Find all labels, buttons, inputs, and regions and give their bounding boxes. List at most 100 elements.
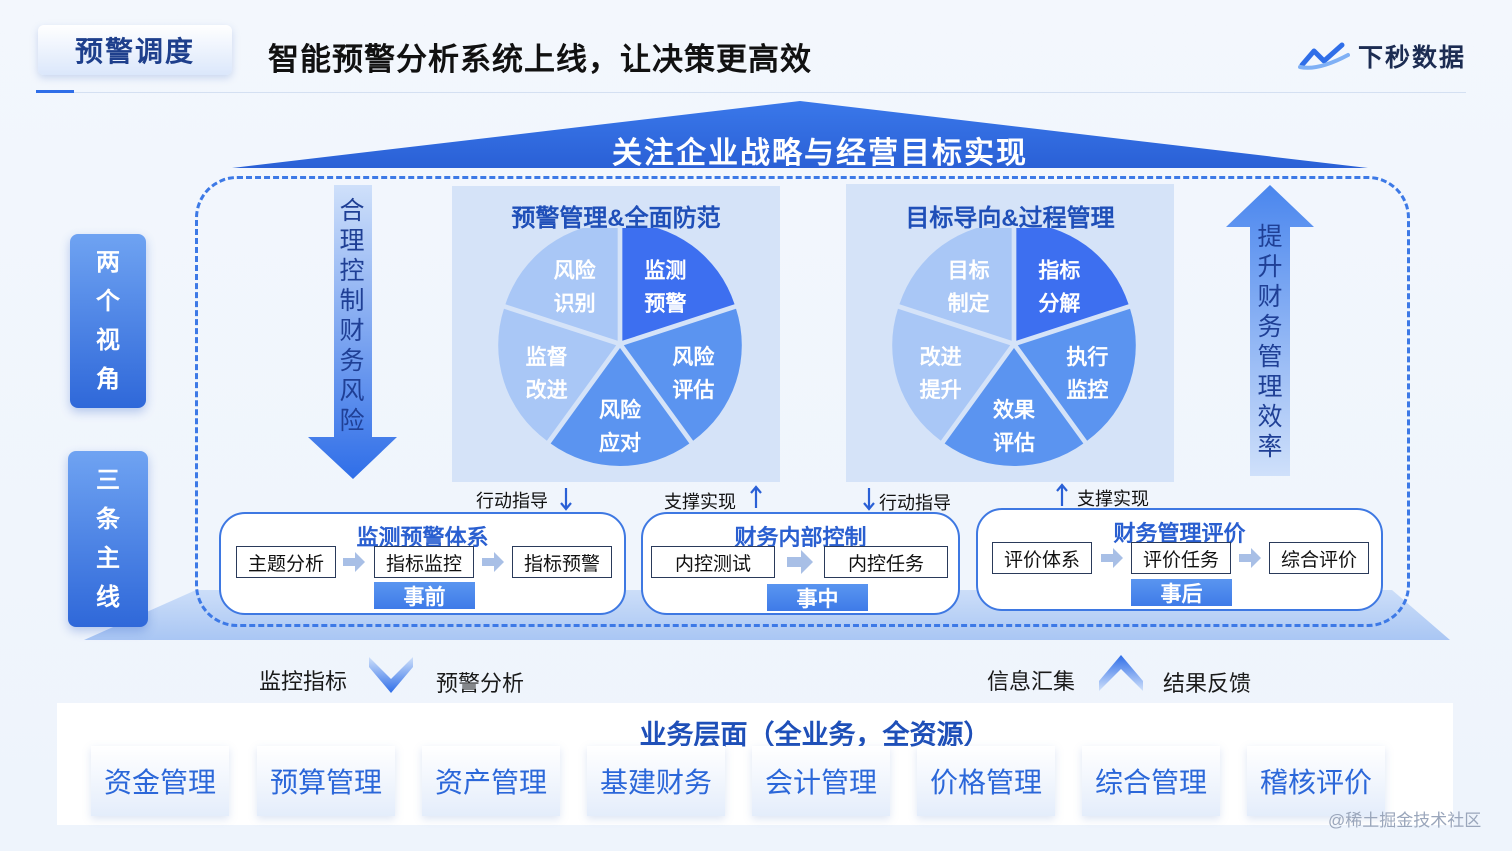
watermark: @稀土掘金技术社区	[1328, 811, 1482, 830]
business-item: 价格管理	[917, 746, 1055, 816]
connector-label: 支撑实现	[1077, 489, 1149, 509]
goal-cycle-slice	[944, 348, 1084, 466]
right-arrow-char: 效	[1257, 403, 1283, 431]
business-item: 综合管理	[1082, 746, 1220, 816]
step-chip: 内控任务	[824, 546, 948, 578]
step-chip: 评价体系	[992, 542, 1092, 574]
left-arrow-char: 理	[339, 227, 365, 255]
risk-cycle-slice-label: 风险识别	[554, 259, 597, 316]
risk-cycle-slice	[505, 228, 618, 341]
business-item: 会计管理	[752, 746, 890, 816]
three-lines-char: 三	[96, 467, 120, 494]
goal-cycle-slice	[1017, 308, 1136, 441]
step-chip: 主题分析	[236, 546, 336, 578]
right-arrow-char: 财	[1257, 283, 1283, 311]
step-chip: 指标预警	[512, 546, 612, 578]
chevron-right-icon	[1101, 548, 1123, 568]
brand-mark-icon	[1298, 42, 1350, 70]
risk-cycle-slice-label: 监督改进	[526, 345, 568, 402]
right-arrow-char: 率	[1257, 433, 1283, 461]
two-views-label: 两 个 视 角	[70, 234, 146, 408]
right-arrow-char: 提	[1257, 223, 1283, 251]
page-title: 智能预警分析系统上线，让决策更高效	[268, 42, 812, 77]
business-item: 预算管理	[257, 746, 395, 816]
two-views-char: 个	[96, 288, 120, 315]
risk-cycle-slice	[623, 308, 742, 441]
left-arrow-char: 务	[339, 347, 365, 375]
risk-cycle-slice-label: 风险评估	[672, 345, 715, 402]
arrow-down-icon	[560, 488, 572, 511]
three-lines-char: 条	[96, 506, 120, 533]
connector-label: 行动指导	[879, 493, 951, 513]
three-lines-char: 线	[96, 584, 120, 611]
left-arrow-text: 合 理 控 制 财 务 风 险	[330, 196, 374, 436]
right-arrow-char: 管	[1257, 343, 1283, 371]
stage-badge: 事中	[767, 584, 868, 611]
business-item: 资金管理	[91, 746, 229, 816]
down-arrow-icon	[308, 185, 397, 479]
goal-cycle-slice-label: 执行监控	[1066, 345, 1108, 402]
box-title: 财务内部控制	[734, 525, 867, 550]
business-item: 资产管理	[422, 746, 560, 816]
left-arrow-char: 风	[339, 377, 365, 405]
box-title: 监测预警体系	[356, 525, 489, 550]
arrow-up-icon	[750, 485, 762, 508]
right-arrow-text: 提 升 财 务 管 理 效 率	[1248, 222, 1292, 462]
stage-badge: 事前	[374, 582, 475, 609]
up-arrow-icon	[1226, 185, 1314, 476]
flow-label: 信息汇集	[987, 669, 1076, 694]
risk-cycle-slice-label: 监测预警	[644, 259, 686, 316]
goal-cycle-slice-label: 指标分解	[1038, 259, 1080, 316]
dashed-frame	[195, 176, 1410, 627]
left-arrow-char: 控	[339, 257, 365, 285]
chevron-right-icon	[1239, 548, 1261, 568]
risk-cycle-slice-label: 风险应对	[599, 398, 642, 455]
goal-cycle-slice	[1016, 228, 1129, 341]
left-arrow-char: 险	[339, 407, 365, 435]
goal-cycle-slice-label: 改进提升	[920, 345, 962, 402]
three-lines-label: 三 条 主 线	[68, 451, 148, 627]
flow-down-icon	[369, 657, 413, 693]
right-arrow-char: 理	[1257, 373, 1283, 401]
connector-label: 支撑实现	[664, 492, 736, 512]
left-arrow-char: 财	[339, 317, 365, 345]
right-arrow-char: 务	[1257, 313, 1283, 341]
risk-cycle-slice	[622, 228, 735, 341]
brand-logo: 下秒数据	[1298, 38, 1466, 74]
chevron-right-icon	[482, 552, 504, 572]
step-chip: 综合评价	[1269, 542, 1369, 574]
arrow-up-icon	[1056, 483, 1068, 506]
goal-cycle-slice	[892, 308, 1011, 441]
left-arrow-char: 合	[339, 197, 365, 225]
business-title: 业务层面（全业务，全资源）	[639, 720, 991, 750]
roof-title: 关注企业战略与经营目标实现	[612, 137, 1028, 170]
risk-cycle-slice	[550, 348, 690, 466]
step-chip: 指标监控	[374, 546, 474, 578]
flow-label: 预警分析	[436, 671, 525, 696]
header-divider	[36, 92, 1466, 93]
roof	[232, 101, 1368, 168]
brand-name: 下秒数据	[1358, 44, 1467, 72]
section-tag: 预警调度	[38, 25, 232, 75]
chevron-right-icon	[787, 550, 813, 574]
flow-label: 监控指标	[259, 669, 348, 694]
chevron-right-icon	[343, 552, 365, 572]
step-chip: 内控测试	[651, 546, 775, 578]
right-arrow-char: 升	[1257, 253, 1283, 281]
flow-label: 结果反馈	[1163, 671, 1252, 696]
goal-cycle-slice	[899, 228, 1012, 341]
risk-cycle-slice	[498, 308, 617, 441]
flow-up-icon	[1099, 655, 1143, 691]
connector-label: 行动指导	[476, 491, 548, 511]
arrow-down-icon	[863, 488, 875, 511]
stage-badge: 事后	[1131, 579, 1232, 606]
goal-cycle-slice-label: 效果评估	[993, 398, 1035, 455]
box-title: 财务管理评价	[1113, 521, 1246, 546]
two-views-char: 角	[96, 366, 120, 393]
business-item: 基建财务	[587, 746, 725, 816]
business-item: 稽核评价	[1247, 746, 1385, 816]
three-lines-char: 主	[96, 545, 120, 572]
two-views-char: 视	[96, 327, 120, 354]
